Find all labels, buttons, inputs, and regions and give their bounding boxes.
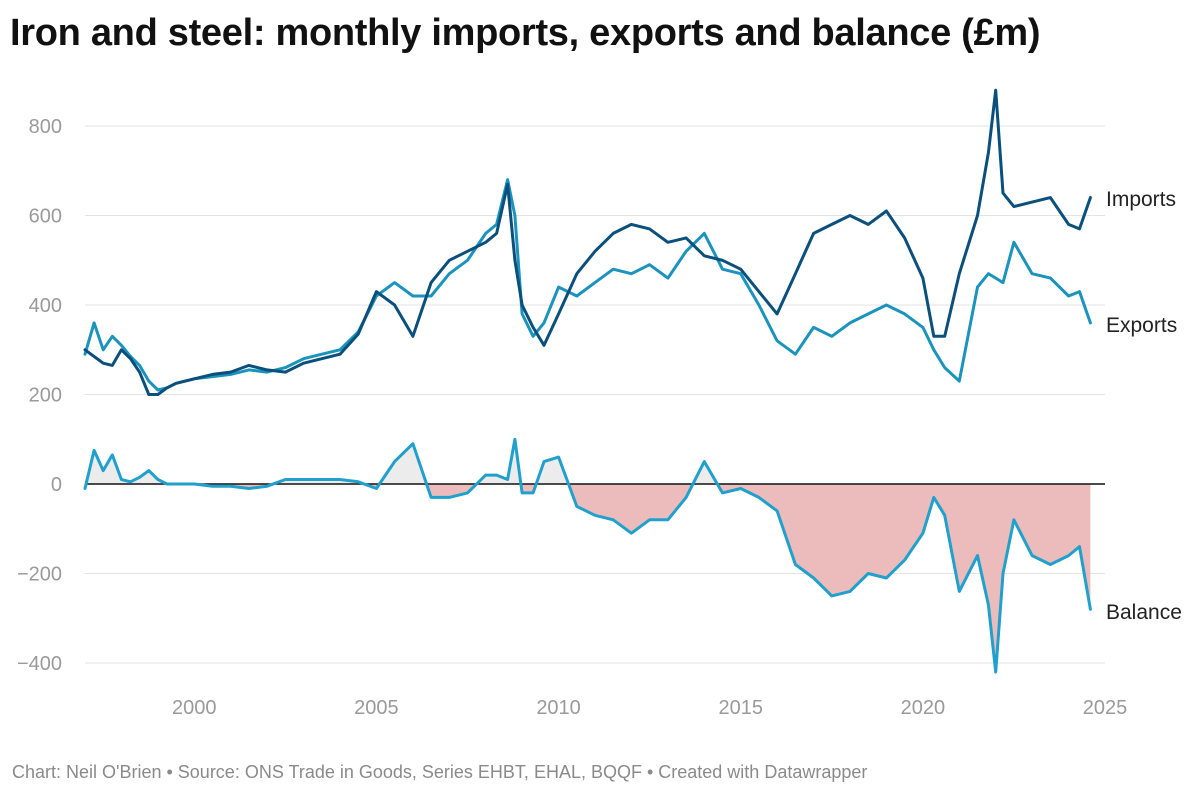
series-labels: Imports Exports Balance [1106, 188, 1182, 624]
exports-line [83, 178, 1092, 392]
deficit-area [717, 484, 1091, 672]
x-tick-label: 2025 [1083, 697, 1128, 719]
balance-line [83, 437, 1092, 674]
x-axis-ticks: 2000 2005 2010 2015 2020 2025 [172, 697, 1127, 719]
series-lines [83, 88, 1092, 674]
gridlines [85, 125, 1105, 664]
x-tick-label: 2000 [172, 697, 217, 719]
y-tick-label: 600 [29, 206, 62, 228]
chart-footer: Chart: Neil O'Brien • Source: ONS Trade … [12, 762, 867, 783]
imports-line [83, 88, 1092, 396]
exports-label: Exports [1106, 314, 1177, 337]
y-tick-label: 0 [51, 474, 62, 496]
deficit-area [426, 484, 477, 498]
y-tick-label: 800 [29, 116, 62, 138]
x-tick-label: 2020 [901, 697, 946, 719]
x-tick-label: 2015 [718, 697, 763, 719]
balance-label: Balance [1106, 601, 1182, 624]
deficit-area [568, 484, 693, 534]
x-tick-label: 2005 [354, 697, 399, 719]
x-tick-label: 2010 [536, 697, 581, 719]
surplus-area [692, 461, 718, 484]
y-tick-label: −200 [17, 564, 62, 586]
imports-label: Imports [1106, 188, 1176, 211]
y-axis-ticks: 800 600 400 200 0 −200 −400 [17, 116, 62, 675]
balance-fill-areas [85, 439, 1091, 672]
chart-title: Iron and steel: monthly imports, exports… [10, 12, 1041, 54]
credit-text: Chart: Neil O'Brien • Source: ONS Trade … [12, 762, 868, 782]
y-tick-label: 400 [29, 295, 62, 317]
y-tick-label: −400 [17, 653, 62, 675]
y-tick-label: 200 [29, 385, 62, 407]
